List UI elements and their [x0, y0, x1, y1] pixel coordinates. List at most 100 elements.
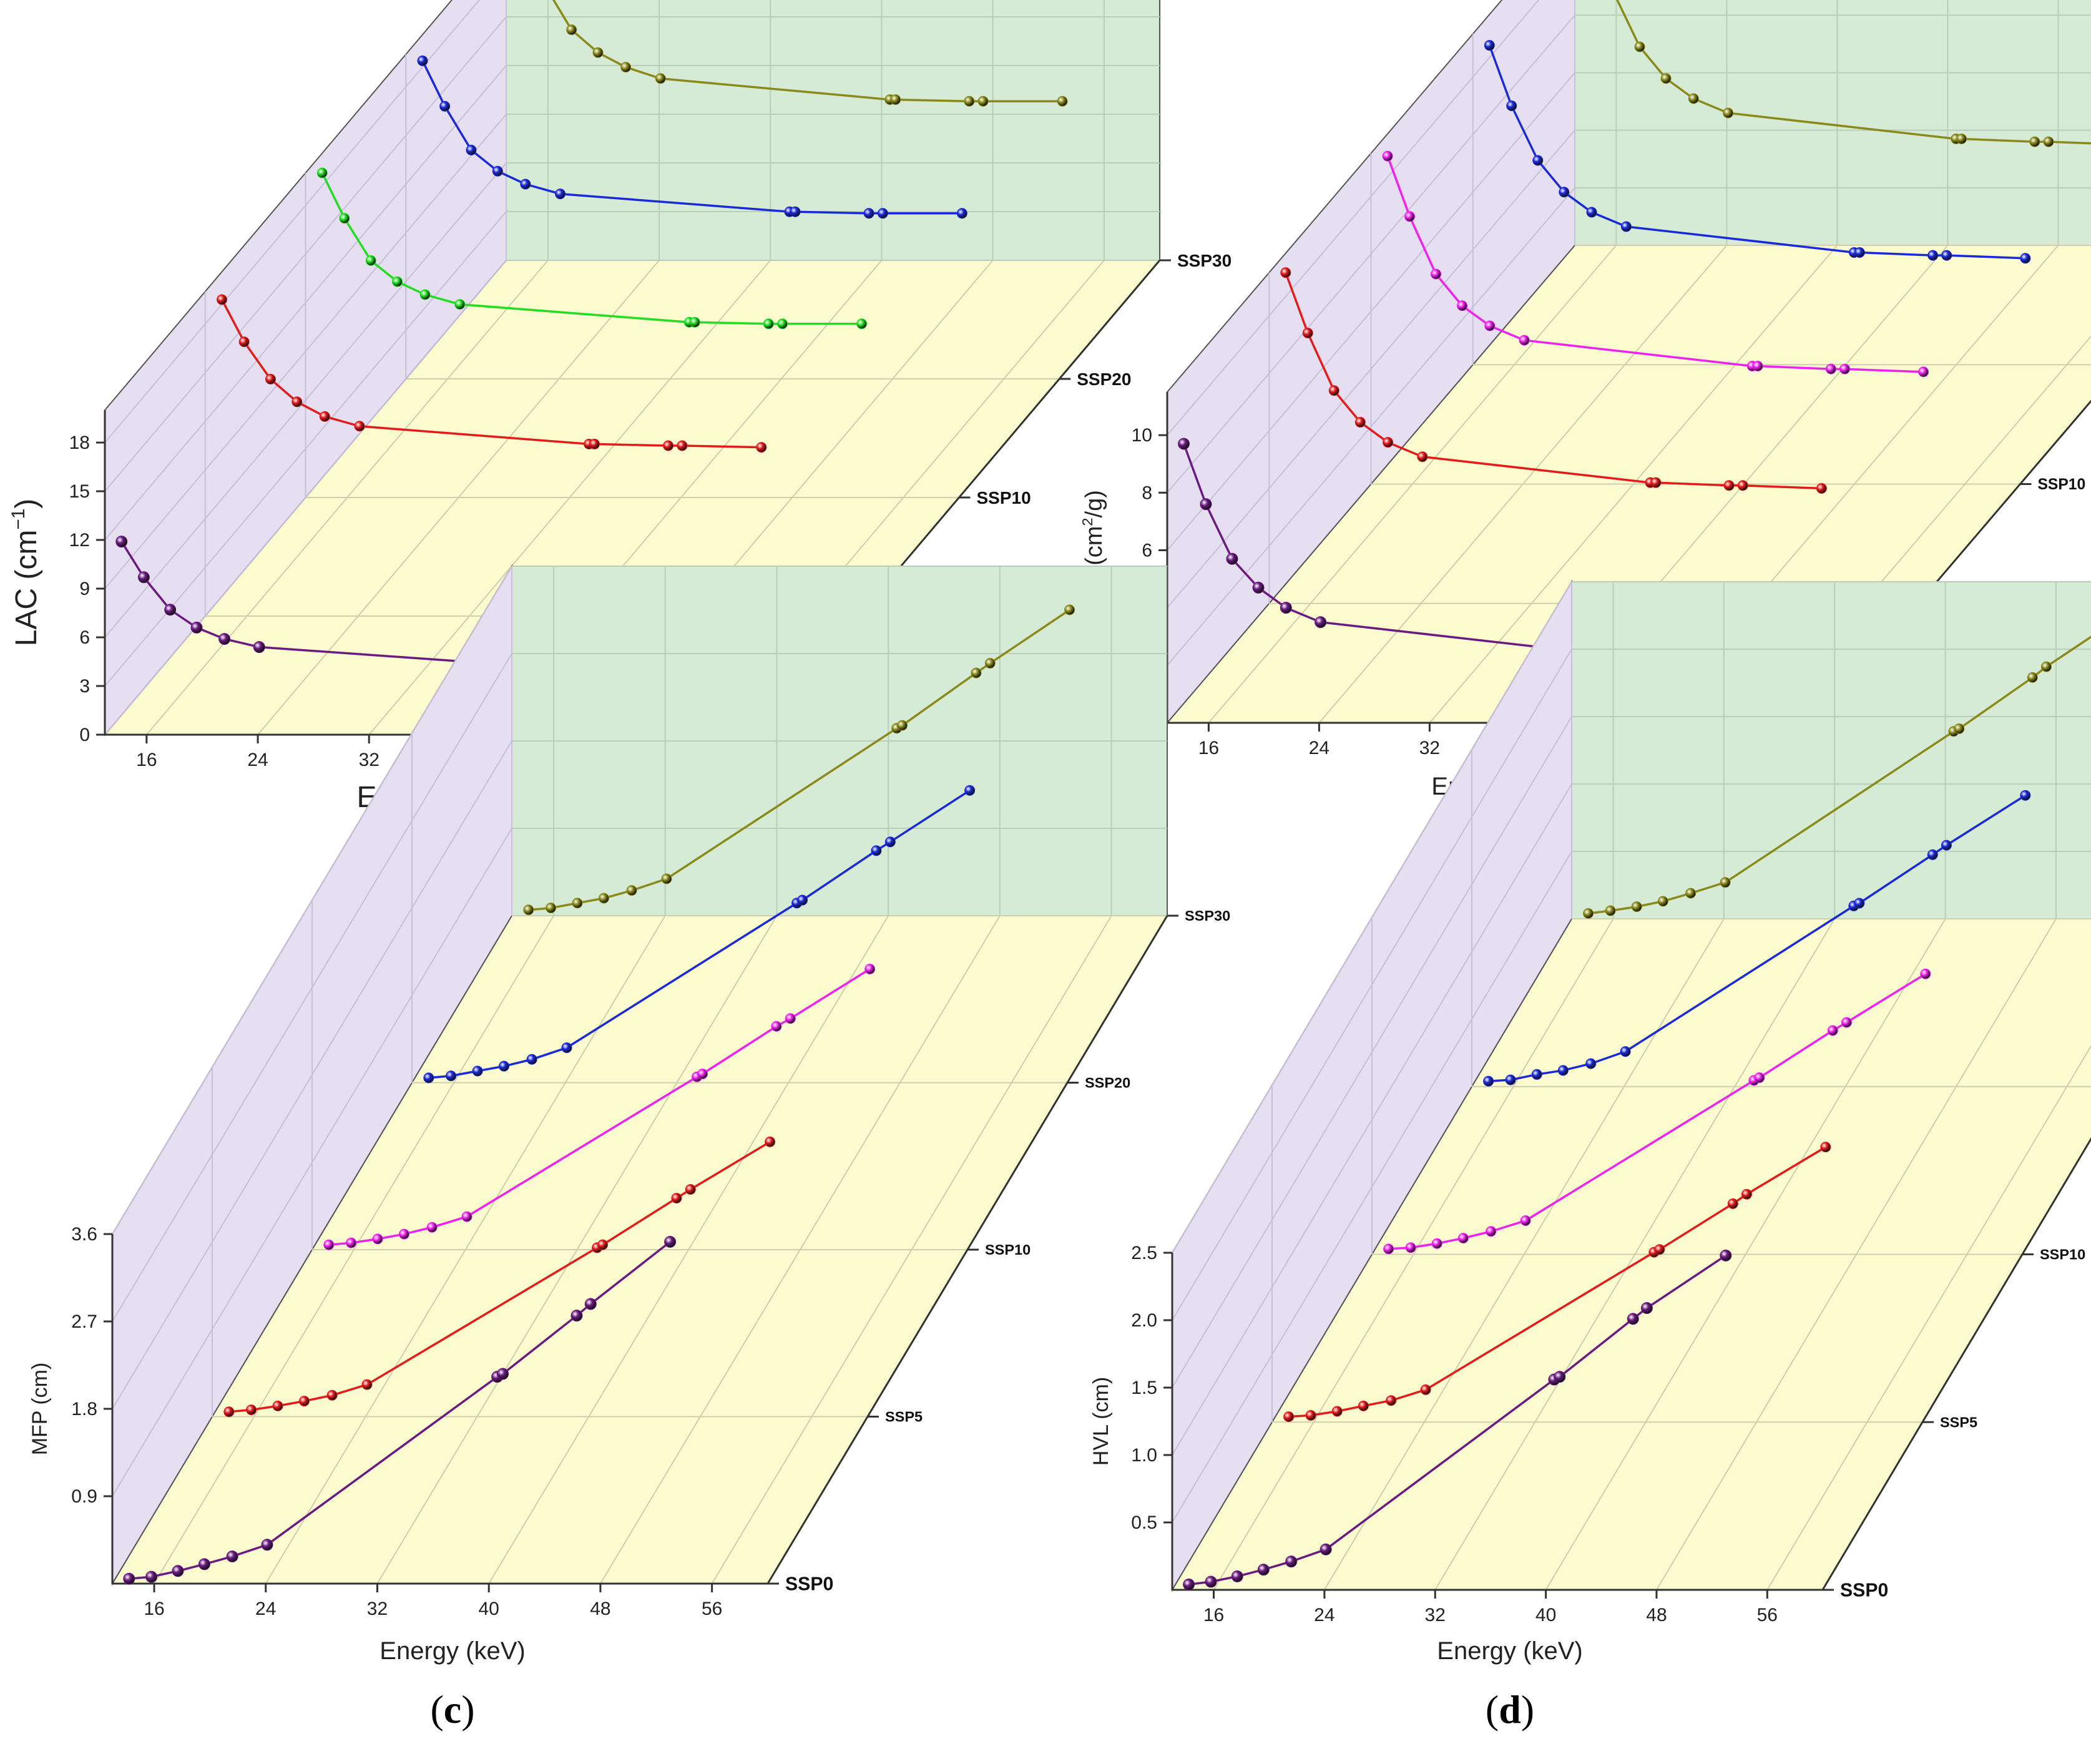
- series-label-SSP10: SSP10: [977, 488, 1031, 507]
- data-point: [2029, 136, 2040, 147]
- data-point: [546, 903, 557, 914]
- data-point: [1519, 335, 1530, 346]
- y-tick-label: 2.7: [71, 1311, 97, 1332]
- data-point: [1956, 133, 1967, 144]
- data-point: [555, 189, 566, 200]
- x-tick-label: 24: [247, 750, 268, 770]
- data-point: [498, 1061, 509, 1072]
- data-point: [1954, 723, 1965, 734]
- data-point: [697, 1068, 708, 1079]
- series-label-SSP0: SSP0: [785, 1574, 833, 1595]
- y-axis-title-main: HVL (cm): [1089, 1377, 1113, 1466]
- data-point: [1302, 328, 1313, 339]
- y-tick-label: 10: [1132, 425, 1152, 446]
- y-axis-title-sup: −1: [8, 509, 29, 530]
- series-SSP30: [552, 0, 1068, 107]
- data-point: [1741, 1188, 1752, 1200]
- data-point: [2020, 253, 2031, 264]
- data-point: [1605, 905, 1616, 916]
- panel-label-open: (: [430, 1687, 443, 1732]
- x-tick-label: 56: [1757, 1605, 1778, 1625]
- x-tick-label: 24: [1314, 1605, 1334, 1625]
- data-point: [1752, 361, 1763, 372]
- data-point: [115, 536, 128, 548]
- data-point: [253, 641, 265, 654]
- data-point: [1583, 908, 1594, 919]
- data-point: [890, 94, 901, 105]
- data-point: [298, 1396, 310, 1407]
- data-point: [566, 24, 577, 36]
- data-point: [372, 1233, 383, 1245]
- data-point: [520, 179, 531, 190]
- data-point: [661, 873, 672, 884]
- chart-panel-d: 16 24 32 40 48 56 0.5 1.0 1.5 2.0 2.5 SSP0 SSP5 SSP10…: [1089, 579, 2091, 1732]
- x-tick-label: 56: [702, 1599, 722, 1619]
- data-point: [1854, 247, 1865, 258]
- data-point: [291, 396, 303, 408]
- x-tick-label: 24: [255, 1599, 276, 1619]
- series-SSP10: [323, 963, 876, 1250]
- data-point: [771, 1021, 782, 1032]
- wall-gridline: [1167, 130, 1575, 609]
- series-SSP20: [1483, 790, 2031, 1087]
- x-tick-label: 24: [1309, 738, 1330, 758]
- series-SSP30: [1616, 0, 2091, 147]
- wall-gridline: [1172, 783, 1572, 1456]
- data-point: [1383, 437, 1394, 448]
- data-point: [1358, 1400, 1369, 1411]
- data-point: [1723, 480, 1735, 491]
- wall-gridline: [112, 828, 512, 1497]
- data-point: [964, 96, 975, 107]
- data-point: [1417, 451, 1428, 463]
- data-point: [198, 1558, 210, 1570]
- data-point: [1064, 604, 1075, 615]
- data-point: [361, 1379, 373, 1390]
- data-point: [1231, 1570, 1243, 1582]
- data-point: [1685, 888, 1697, 899]
- wall-gridline: [104, 65, 507, 541]
- series-SSP20: [1484, 40, 2031, 264]
- wall-gridline: [112, 566, 512, 1235]
- data-point: [1927, 849, 1938, 860]
- data-point: [1404, 211, 1415, 222]
- data-point: [1431, 1238, 1442, 1249]
- data-point: [1839, 363, 1850, 375]
- wall-gridline: [104, 114, 507, 589]
- data-point: [1057, 96, 1068, 107]
- data-point: [1720, 877, 1731, 888]
- back-wall: [1571, 581, 2091, 919]
- data-point: [466, 144, 477, 155]
- x-tick-label: 48: [590, 1599, 610, 1619]
- data-point: [864, 963, 876, 974]
- data-point: [1557, 1065, 1569, 1076]
- data-point: [1405, 1242, 1416, 1253]
- data-point: [856, 318, 868, 330]
- data-point: [216, 294, 227, 305]
- data-point: [423, 1072, 434, 1084]
- data-point: [763, 318, 774, 330]
- data-point: [1723, 107, 1734, 119]
- y-tick-label: 6: [1142, 540, 1152, 561]
- data-point: [871, 845, 882, 856]
- y-tick-label: 3.6: [71, 1224, 97, 1245]
- chart-panel-c: 16 24 32 40 48 560.91.82.73.6SSP0SSP5SSP10SSP…: [28, 564, 1230, 1732]
- data-point: [461, 1211, 473, 1222]
- wall-gridline: [112, 653, 512, 1322]
- data-point: [1825, 363, 1836, 375]
- data-point: [2043, 136, 2054, 147]
- wall-gridline: [1172, 649, 1572, 1321]
- data-point: [561, 1042, 572, 1053]
- data-point: [1631, 901, 1642, 913]
- data-point: [316, 167, 328, 179]
- series-label-SSP20: SSP20: [1085, 1075, 1130, 1091]
- data-point: [1634, 41, 1645, 52]
- data-point: [765, 1136, 776, 1147]
- x-tick-label: 16: [1198, 738, 1219, 758]
- data-point: [1927, 250, 1939, 261]
- series-SSP5: [1280, 267, 1827, 494]
- data-point: [1183, 1578, 1195, 1590]
- data-point: [884, 836, 896, 848]
- data-point: [671, 1193, 682, 1203]
- x-axis-title: Energy (keV): [1437, 1637, 1582, 1665]
